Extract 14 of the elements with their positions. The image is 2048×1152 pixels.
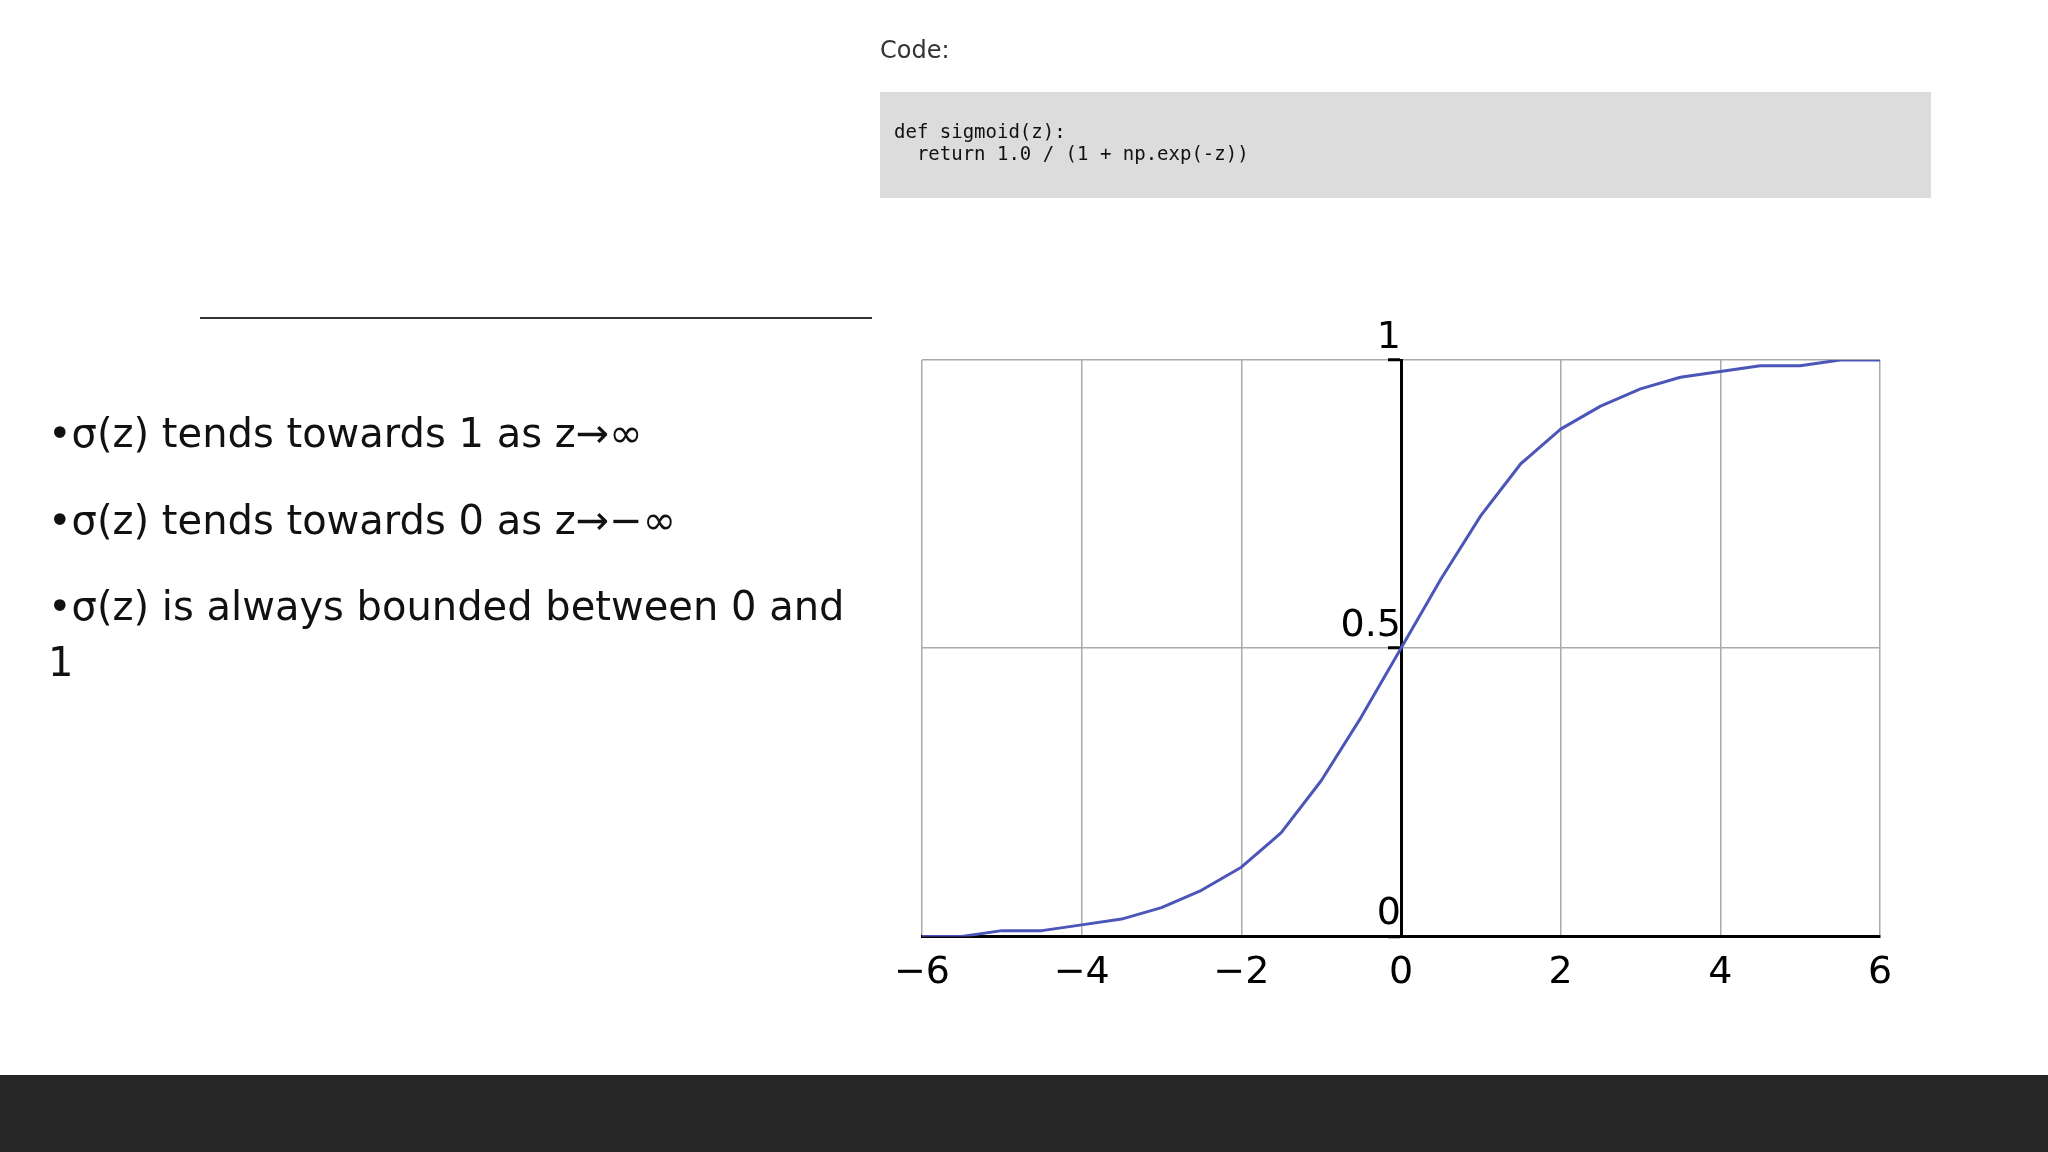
text: Code: [880, 36, 950, 64]
x-tick-label: −4 [1053, 948, 1110, 993]
y-tick-label: 1 [1376, 312, 1401, 357]
x-tick-label: 2 [1548, 948, 1573, 993]
y-tick-label: 0 [1376, 889, 1401, 934]
y-tick-label: 0.5 [1340, 601, 1401, 646]
x-tick-label: 6 [1867, 948, 1893, 993]
x-tick-label: 4 [1708, 948, 1733, 993]
x-tick-label: −2 [1213, 948, 1270, 993]
text: def sigmoid(z): return 1.0 / (1 + np.exp(-z)) [880, 92, 1931, 198]
x-tick-label: −6 [893, 948, 951, 993]
text: •σ(z) tends towards 0 as z→−∞ [48, 496, 678, 545]
text: •σ(z) tends towards 1 as z→∞ [48, 409, 644, 458]
text: •σ(z) is always bounded between 0 and 1 [48, 582, 846, 687]
